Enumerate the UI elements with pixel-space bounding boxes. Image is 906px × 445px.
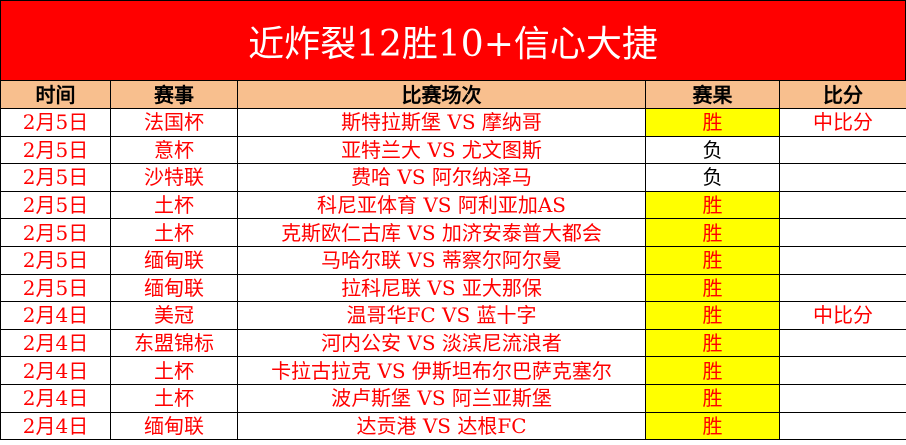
league-cell: 法国杯	[110, 108, 238, 137]
league-cell: 缅甸联	[110, 273, 238, 303]
match-cell: 波卢斯堡 VS 阿兰亚斯堡	[237, 383, 646, 413]
result-cell: 胜	[645, 383, 780, 413]
result-cell: 负	[645, 135, 780, 165]
date-cell: 2月4日	[0, 301, 111, 330]
date-cell: 2月5日	[0, 190, 111, 220]
header-row: 时间 赛事 比赛场次 赛果 比分	[0, 80, 906, 109]
match-cell: 费哈 VS 阿尔纳泽马	[237, 163, 646, 192]
match-cell: 克斯欧仁古库 VS 加济安泰普大都会	[237, 218, 646, 247]
league-cell: 土杯	[110, 218, 238, 247]
table-row: 2月5日 土杯 克斯欧仁古库 VS 加济安泰普大都会胜	[0, 218, 906, 247]
score-cell	[779, 163, 906, 192]
league-cell: 缅甸联	[110, 245, 238, 275]
date-cell: 2月4日	[0, 328, 111, 358]
header-date: 时间	[0, 80, 111, 109]
match-cell: 温哥华FC VS 蓝十字	[237, 301, 646, 330]
table-row: 2月5日 缅甸联 拉科尼联 VS 亚大那保胜	[0, 273, 906, 303]
table-row: 2月5日 法国杯 斯特拉斯堡 VS 摩纳哥胜中比分	[0, 108, 906, 137]
table-row: 2月5日 沙特联 费哈 VS 阿尔纳泽马负	[0, 163, 906, 192]
score-cell	[779, 135, 906, 165]
date-cell: 2月5日	[0, 273, 111, 303]
result-cell: 胜	[645, 218, 780, 247]
match-cell: 拉科尼联 VS 亚大那保	[237, 273, 646, 303]
date-cell: 2月5日	[0, 163, 111, 192]
result-cell: 胜	[645, 356, 780, 385]
table-row: 2月4日 土杯 波卢斯堡 VS 阿兰亚斯堡胜	[0, 383, 906, 413]
score-cell	[779, 356, 906, 385]
league-cell: 沙特联	[110, 163, 238, 192]
score-cell	[779, 328, 906, 358]
table-row: 2月5日 缅甸联 马哈尔联 VS 蒂察尔阿尔曼胜	[0, 245, 906, 275]
date-cell: 2月4日	[0, 383, 111, 413]
date-cell: 2月5日	[0, 218, 111, 247]
result-cell: 胜	[645, 273, 780, 303]
match-cell: 达贡港 VS 达根FC	[237, 411, 646, 441]
table-row: 2月5日 土杯 科尼亚体育 VS 阿利亚加AS 胜	[0, 190, 906, 220]
score-cell	[779, 411, 906, 441]
match-cell: 斯特拉斯堡 VS 摩纳哥	[237, 108, 646, 137]
league-cell: 土杯	[110, 383, 238, 413]
table-row: 2月5日 意杯 亚特兰大 VS 尤文图斯负	[0, 135, 906, 165]
header-result: 赛果	[645, 80, 780, 109]
league-cell: 东盟锦标	[110, 328, 238, 358]
league-cell: 美冠	[110, 301, 238, 330]
match-cell: 科尼亚体育 VS 阿利亚加AS	[237, 190, 646, 220]
table-row: 2月4日 美冠 温哥华FC VS 蓝十字胜中比分	[0, 301, 906, 330]
league-cell: 土杯	[110, 190, 238, 220]
date-cell: 2月5日	[0, 245, 111, 275]
match-cell: 河内公安 VS 淡滨尼流浪者	[237, 328, 646, 358]
score-cell: 中比分	[779, 301, 906, 330]
result-cell: 负	[645, 163, 780, 192]
header-score: 比分	[779, 80, 906, 109]
date-cell: 2月4日	[0, 356, 111, 385]
league-cell: 缅甸联	[110, 411, 238, 441]
table-row: 2月4日 东盟锦标 河内公安 VS 淡滨尼流浪者胜	[0, 328, 906, 358]
result-cell: 胜	[645, 245, 780, 275]
result-cell: 胜	[645, 190, 780, 220]
score-cell	[779, 190, 906, 220]
header-league: 赛事	[110, 80, 238, 109]
score-cell	[779, 218, 906, 247]
match-cell: 亚特兰大 VS 尤文图斯	[237, 135, 646, 165]
table-row: 2月4日 缅甸联 达贡港 VS 达根FC 胜	[0, 411, 906, 441]
match-table: 时间 赛事 比赛场次 赛果 比分 2月5日 法国杯 斯特拉斯堡 VS 摩纳哥胜中比分…	[0, 80, 906, 441]
result-cell: 胜	[645, 301, 780, 330]
score-cell	[779, 245, 906, 275]
page-title: 近炸裂12胜10+信心大捷	[0, 0, 906, 80]
league-cell: 意杯	[110, 135, 238, 165]
date-cell: 2月5日	[0, 135, 111, 165]
table-row: 2月4日 土杯 卡拉古拉克 VS 伊斯坦布尔巴萨克塞尔胜	[0, 356, 906, 385]
match-cell: 卡拉古拉克 VS 伊斯坦布尔巴萨克塞尔	[237, 356, 646, 385]
league-cell: 土杯	[110, 356, 238, 385]
score-cell	[779, 273, 906, 303]
match-cell: 马哈尔联 VS 蒂察尔阿尔曼	[237, 245, 646, 275]
score-cell: 中比分	[779, 108, 906, 137]
result-cell: 胜	[645, 411, 780, 441]
header-match: 比赛场次	[237, 80, 646, 109]
score-cell	[779, 383, 906, 413]
date-cell: 2月4日	[0, 411, 111, 441]
result-cell: 胜	[645, 328, 780, 358]
date-cell: 2月5日	[0, 108, 111, 137]
result-cell: 胜	[645, 108, 780, 137]
